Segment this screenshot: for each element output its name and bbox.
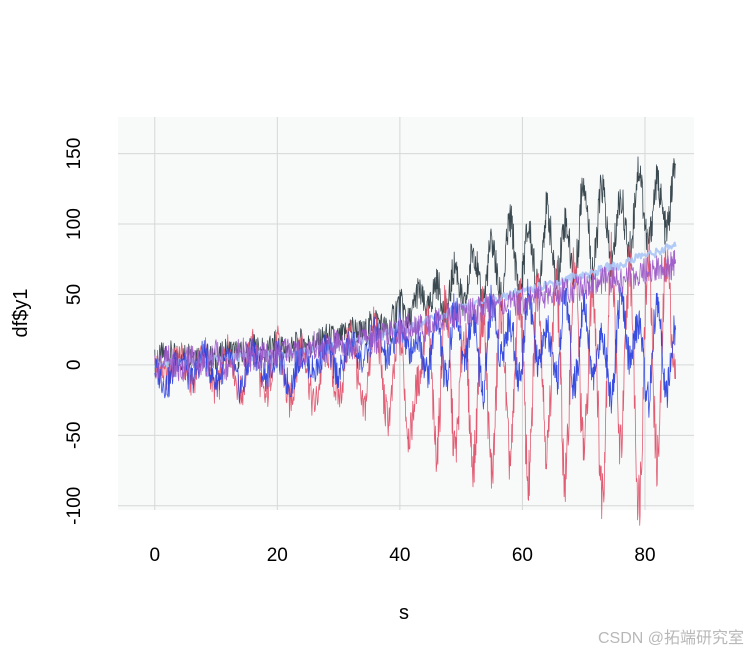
x-tick-label: 80 xyxy=(634,545,655,566)
watermark: CSDN @拓端研究室 xyxy=(597,630,744,647)
y-tick-label: 50 xyxy=(64,284,85,305)
series-line-4 xyxy=(154,278,676,418)
y-tick-labels: -100 -50 0 50 100 150 xyxy=(64,138,85,525)
y-tick-label: 0 xyxy=(64,360,85,371)
plot-background xyxy=(118,117,694,510)
x-tick-labels: 0 20 40 60 80 xyxy=(149,545,655,566)
x-axis-title: s xyxy=(399,602,409,624)
x-tick-label: 60 xyxy=(512,545,533,566)
y-tick-label: 150 xyxy=(64,138,85,170)
series-group xyxy=(153,156,677,526)
x-tick-label: 40 xyxy=(389,545,410,566)
x-tick-label: 0 xyxy=(149,545,160,566)
x-tick-label: 20 xyxy=(267,545,288,566)
series-line-5 xyxy=(154,249,676,382)
y-tick-label: -50 xyxy=(64,422,85,449)
y-tick-label: -100 xyxy=(64,487,85,525)
y-axis-title: df$y1 xyxy=(10,289,32,338)
y-tick-label: 100 xyxy=(64,208,85,240)
